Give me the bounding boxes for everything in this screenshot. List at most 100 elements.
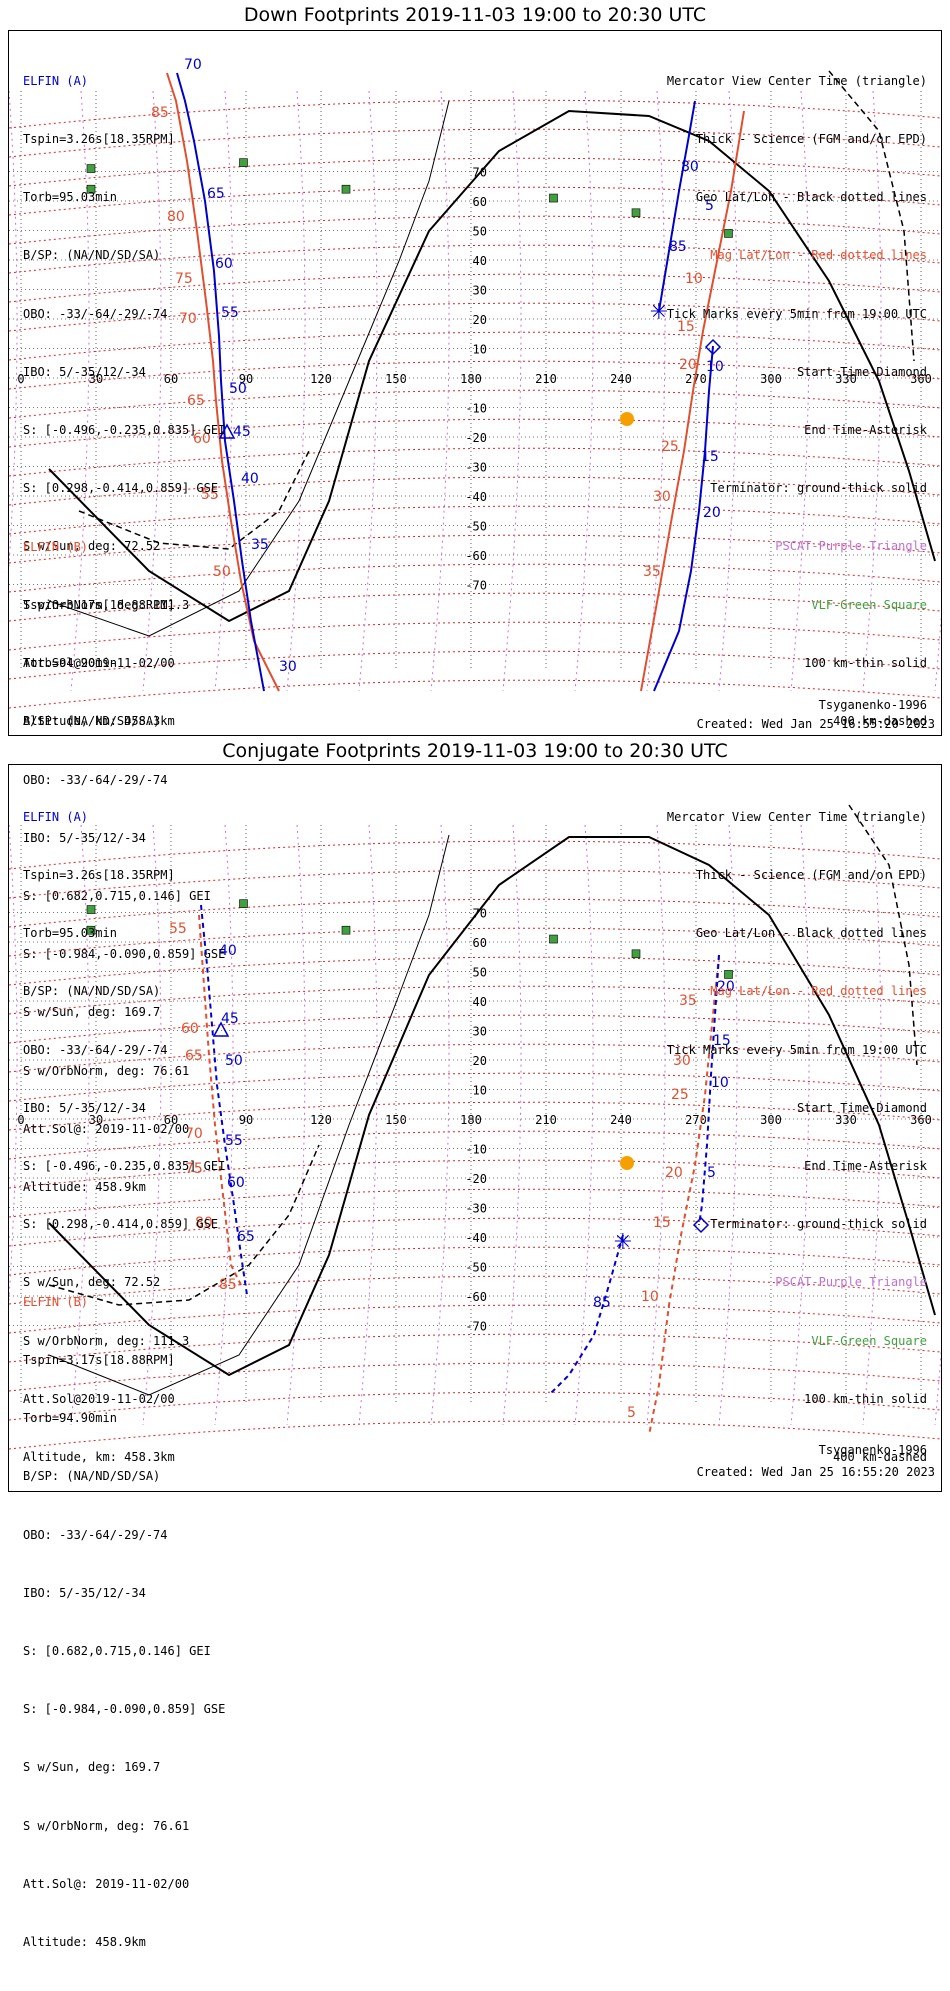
mag-lat-line (9, 99, 941, 129)
info-line: IBO: 5/-35/12/-34 (23, 1100, 146, 1115)
legend-item: Tick Marks every 5min from 19:00 UTC (666, 306, 927, 321)
lon-tick-label: 240 (610, 1113, 632, 1127)
elfin-b-tick-label: 30 (653, 489, 671, 505)
info-line: Altitude, km: 458.3km (23, 714, 175, 729)
lon-tick-label: 0 (17, 1113, 24, 1127)
info-line: S w/OrbNorm, deg: 111.3 (23, 1333, 190, 1348)
elfin-a-info: ELFIN (A) Tspin=3.26s[18.35RPM] Torb=95.… (23, 769, 225, 1506)
mag-lat-line (9, 1333, 941, 1363)
info-line: S: [-0.496,-0.235,0.835] GEI (23, 423, 226, 438)
lat-tick-label: -30 (465, 461, 487, 475)
elfin-a-tick-label: 35 (251, 537, 269, 553)
vlf-station-square (549, 934, 558, 944)
lat-tick-label: -40 (465, 490, 487, 504)
elfin-a-track (548, 1234, 624, 1396)
elfin-b-track (640, 110, 745, 692)
elfin-a-label: ELFIN (A) (23, 73, 89, 88)
vlf-station-square (549, 193, 558, 203)
mag-lat-line (9, 898, 941, 928)
lat-tick-label: 40 (473, 995, 487, 1009)
elfin-b-tick-label: 25 (671, 1087, 689, 1103)
info-line: B/SP: (NA/ND/SD/SA) (23, 714, 161, 729)
legend-item: Thick - Science (FGM and/or EPD) (695, 868, 927, 883)
mag-lon-line (430, 90, 450, 692)
elfin-b-tick-label: 85 (151, 105, 169, 121)
lat-tick-label: -50 (465, 520, 487, 534)
mag-lat-line (9, 650, 941, 680)
elfin-b-tick-label: 10 (685, 271, 703, 287)
mag-lon-line (574, 90, 594, 692)
lat-tick-label: -20 (465, 1172, 487, 1186)
elfin-b-label: ELFIN (B) (23, 539, 89, 554)
vlf-station-square (341, 925, 351, 935)
elfin-b-info: ELFIN (B) Tspin=3.17s[18.88RPM] Torb=94.… (23, 499, 225, 1236)
terminator-100km-line (48, 834, 450, 1396)
vlf-station-square (86, 164, 96, 173)
lon-tick-label: 210 (535, 1113, 557, 1127)
mag-lat-line (9, 1188, 941, 1218)
lon-tick-label: 30 (89, 1113, 103, 1127)
elfin-a-tick-label: 10 (711, 1075, 729, 1091)
vlf-station-square (724, 970, 733, 979)
legend-item: Geo Lat/Lon - Black dotted lines (695, 926, 927, 941)
mag-lon-line (718, 824, 738, 1426)
info-line: Torb=94.90min (23, 1411, 117, 1426)
lon-tick-label: 0 (17, 372, 24, 386)
legend-item: PSCAT-Purple Triangle (775, 539, 927, 554)
lat-tick-label: -70 (465, 579, 487, 593)
vlf-station-square (239, 899, 248, 908)
lon-tick-label: 150 (385, 372, 407, 386)
legend-item: 400 km-dashed (833, 714, 927, 729)
mag-lat-line (9, 244, 941, 274)
terminator-400km-line (78, 450, 310, 550)
lon-tick-label: 30 (89, 372, 103, 386)
center-time-triangle (212, 1021, 230, 1037)
lat-tick-label: 50 (473, 225, 487, 239)
elfin-b-track (198, 914, 242, 1286)
legend-item: Terminator: ground-thick solid (710, 1217, 927, 1232)
elfin-b-tick-label: 65 (187, 393, 205, 409)
elfin-a-tick-label: 50 (229, 381, 247, 397)
mag-lat-line (9, 418, 941, 448)
legend-item: Geo Lat/Lon - Black dotted lines (695, 190, 927, 205)
mag-lon-line (70, 90, 90, 692)
info-line: Att.Sol@: 2019-11-02/00 (23, 1876, 190, 1891)
down-panel-title: Down Footprints 2019-11-03 19:00 to 20:3… (243, 4, 707, 26)
legend-item: End Time-Asterisk (804, 423, 927, 438)
legend-item: Mag Lat/Lon - Red dotted lines (710, 248, 927, 263)
elfin-b-tick-label: 70 (185, 1126, 203, 1142)
elfin-a-tick-label: 85 (593, 1295, 611, 1311)
conjugate-footprints-panel: 0 30 60 90 120 150 180 210 240 270 300 330 360 70 60 50… (8, 764, 942, 1949)
legend: Mercator View Center Time (triangle) Thi… (667, 769, 927, 1506)
sun-icon (620, 412, 634, 426)
lon-tick-label: 150 (385, 1113, 407, 1127)
mag-lat-line (9, 128, 941, 158)
elfin-a-tick-label: 45 (233, 424, 251, 440)
info-line: Tspin=3.26s[18.35RPM] (23, 868, 175, 883)
lat-tick-label: -60 (465, 549, 487, 563)
lat-tick-label: -50 (465, 1261, 487, 1275)
mag-lon-line (862, 824, 882, 1426)
mag-lon-line (70, 824, 90, 1426)
mag-lon-line (9, 824, 18, 1307)
lat-tick-label: -40 (465, 1231, 487, 1245)
lon-tick-label: 330 (835, 1113, 857, 1127)
info-line: B/SP: (NA/ND/SD/SA) (23, 248, 161, 263)
mag-lon-line (430, 824, 450, 1426)
elfin-b-tick-label: 35 (643, 564, 661, 580)
info-line: Att.Sol@: 2019-11-02/00 (23, 1121, 190, 1136)
lon-tick-label: 120 (310, 1113, 332, 1127)
conjugate-map-svg: 0 30 60 90 120 150 180 210 240 270 300 330 360706050… (9, 804, 941, 1450)
mag-lat-line (9, 1217, 941, 1247)
info-line: S: [-0.984,-0.090,0.859] GSE (23, 947, 226, 962)
elfin-a-tick-label: 30 (279, 659, 297, 675)
info-line: S w/Sun, deg: 72.52 (23, 1275, 161, 1290)
info-line: S w/Sun, deg: 169.7 (23, 1760, 161, 1775)
vlf-station-square (86, 925, 96, 935)
elfin-a-tick-label: 5 (707, 1165, 716, 1181)
elfin-b-tick-label: 25 (661, 439, 679, 455)
mag-lat-line (9, 1362, 941, 1392)
mag-lon-line (502, 90, 522, 692)
mag-lat-line (9, 1101, 941, 1131)
mag-lat-line (9, 389, 941, 419)
